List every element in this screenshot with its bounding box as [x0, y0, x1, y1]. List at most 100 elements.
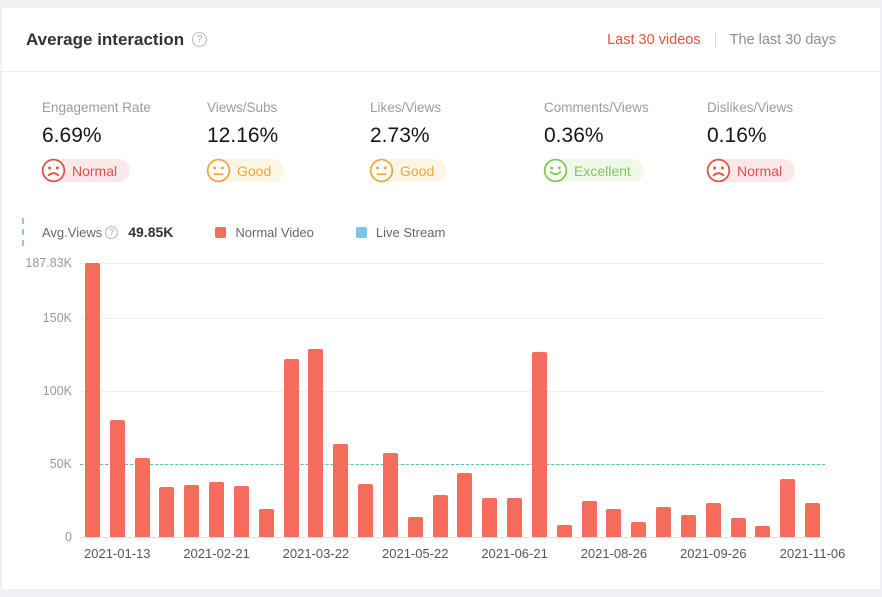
rating-badge: Excellent	[543, 158, 644, 183]
metric-views-subs: Views/Subs 12.16% Good	[206, 100, 370, 183]
bar-video-15[interactable]	[432, 494, 448, 537]
rating-badge: Normal	[706, 158, 796, 183]
x-axis-tick-label: 2021-11-06	[779, 546, 846, 561]
bar-video-3[interactable]	[134, 458, 150, 537]
bar-video-24[interactable]	[656, 507, 672, 537]
bar-video-19[interactable]	[531, 352, 547, 537]
rating-badge: Normal	[41, 158, 131, 183]
bar-video-5[interactable]	[184, 485, 200, 537]
bar-video-14[interactable]	[407, 517, 423, 537]
bar-video-9[interactable]	[283, 359, 299, 537]
metric-label: Views/Subs	[207, 100, 278, 115]
bar-video-2[interactable]	[109, 419, 125, 537]
bar-video-1[interactable]	[84, 263, 100, 537]
chart-legend: Avg.Views ? 49.85K Normal Video Live Stre…	[22, 218, 880, 246]
y-axis-tick-label: 150K	[42, 311, 72, 326]
bar-video-27[interactable]	[730, 518, 746, 537]
metric-likes-views: Likes/Views 2.73% Good	[369, 100, 544, 183]
x-axis-line	[80, 537, 825, 538]
bar-video-7[interactable]	[233, 485, 249, 537]
legend-swatch-icon	[355, 226, 367, 238]
metric-value: 0.36%	[544, 124, 604, 147]
bar-video-25[interactable]	[680, 515, 696, 537]
metric-label: Engagement Rate	[42, 100, 151, 115]
avg-line-legend-mark	[22, 218, 24, 246]
average-interaction-card: Average interaction ? Last 30 videos The…	[2, 8, 880, 589]
legend-item-label: Normal Video	[235, 224, 314, 240]
y-axis-tick-label: 0	[65, 530, 72, 544]
average-views-dashed-line	[80, 464, 825, 466]
metric-comments-views: Comments/Views 0.36% Excellent	[543, 100, 707, 183]
metric-label: Comments/Views	[544, 100, 649, 115]
page-title: Average interaction	[26, 29, 185, 49]
x-axis-tick-label: 2021-06-21	[481, 546, 548, 561]
x-axis-tick-label: 2021-09-26	[680, 546, 747, 561]
rating-label: Normal	[737, 162, 783, 179]
avg-views-label: Avg.Views	[42, 224, 103, 240]
gridline	[80, 391, 825, 393]
bar-video-20[interactable]	[556, 525, 572, 537]
metrics-row: Engagement Rate 6.69% Normal Views/Subs 12.1…	[2, 72, 880, 183]
bar-video-18[interactable]	[507, 498, 523, 537]
x-axis-tick-label: 2021-08-26	[580, 546, 648, 561]
legend-item-label: Live Stream	[375, 224, 446, 240]
x-axis-tick-label: 2021-01-13	[84, 546, 151, 561]
rating-badge: Good	[206, 158, 285, 183]
avg-views-value: 49.85K	[128, 224, 174, 240]
metric-value: 12.16%	[207, 124, 279, 147]
x-axis-tick-label: 2021-05-22	[382, 546, 449, 561]
bar-video-6[interactable]	[209, 481, 225, 537]
period-tabs: Last 30 videos The last 30 days	[593, 31, 850, 48]
x-axis-tick-label: 2021-02-21	[183, 546, 250, 561]
legend-swatch-icon	[215, 226, 227, 238]
tab-last-30-videos[interactable]: Last 30 videos	[607, 31, 701, 48]
bar-video-4[interactable]	[159, 487, 175, 537]
rating-label: Good	[400, 162, 435, 179]
y-axis-tick-label: 187.83K	[25, 256, 72, 270]
tab-last-30-days[interactable]: The last 30 days	[729, 31, 836, 48]
y-axis-tick-label: 100K	[42, 384, 72, 399]
bar-video-10[interactable]	[308, 348, 324, 537]
neutral-face-icon	[369, 158, 394, 183]
bar-video-22[interactable]	[606, 508, 622, 537]
bar-video-11[interactable]	[333, 444, 349, 537]
tab-divider	[714, 31, 716, 48]
card-header: Average interaction ? Last 30 videos The…	[2, 8, 880, 72]
bar-video-29[interactable]	[780, 478, 796, 537]
sad-face-icon	[706, 158, 731, 183]
bar-video-21[interactable]	[581, 500, 597, 537]
bar-video-13[interactable]	[382, 453, 398, 537]
avg-views-chart: 0 50K 100K 150K 187.83K 2021-01-13 2021-02-21 2…	[2, 250, 880, 580]
metric-engagement-rate: Engagement Rate 6.69% Normal	[41, 100, 207, 183]
neutral-face-icon	[206, 158, 231, 183]
bar-video-8[interactable]	[258, 508, 274, 537]
title-wrap: Average interaction ?	[26, 29, 208, 50]
happy-face-icon	[543, 158, 568, 183]
metric-value: 0.16%	[707, 124, 767, 147]
x-axis-tick-label: 2021-03-22	[282, 546, 350, 561]
rating-label: Good	[237, 162, 272, 179]
bar-video-30[interactable]	[805, 503, 821, 537]
legend-avg-views[interactable]: Avg.Views ?	[42, 224, 119, 240]
bar-video-28[interactable]	[755, 526, 771, 537]
metric-value: 2.73%	[370, 124, 430, 147]
avg-views-help-icon[interactable]: ?	[105, 225, 119, 239]
gridline	[80, 318, 825, 320]
help-icon[interactable]: ?	[192, 32, 208, 47]
bar-video-26[interactable]	[705, 502, 721, 537]
sad-face-icon	[41, 158, 66, 183]
y-axis-tick-label: 50K	[49, 457, 72, 472]
metric-label: Dislikes/Views	[707, 100, 794, 115]
bar-video-17[interactable]	[482, 498, 498, 537]
rating-label: Normal	[72, 162, 118, 179]
legend-item-live-stream[interactable]: Live Stream	[355, 224, 446, 240]
bar-video-23[interactable]	[631, 522, 647, 537]
metric-dislikes-views: Dislikes/Views 0.16% Normal	[706, 100, 796, 183]
metric-label: Likes/Views	[370, 100, 442, 115]
metric-value: 6.69%	[42, 124, 102, 147]
bar-video-12[interactable]	[358, 484, 374, 537]
gridline	[80, 263, 825, 264]
rating-label: Excellent	[574, 162, 631, 179]
bar-video-16[interactable]	[457, 472, 473, 537]
legend-item-normal-video[interactable]: Normal Video	[215, 225, 314, 240]
